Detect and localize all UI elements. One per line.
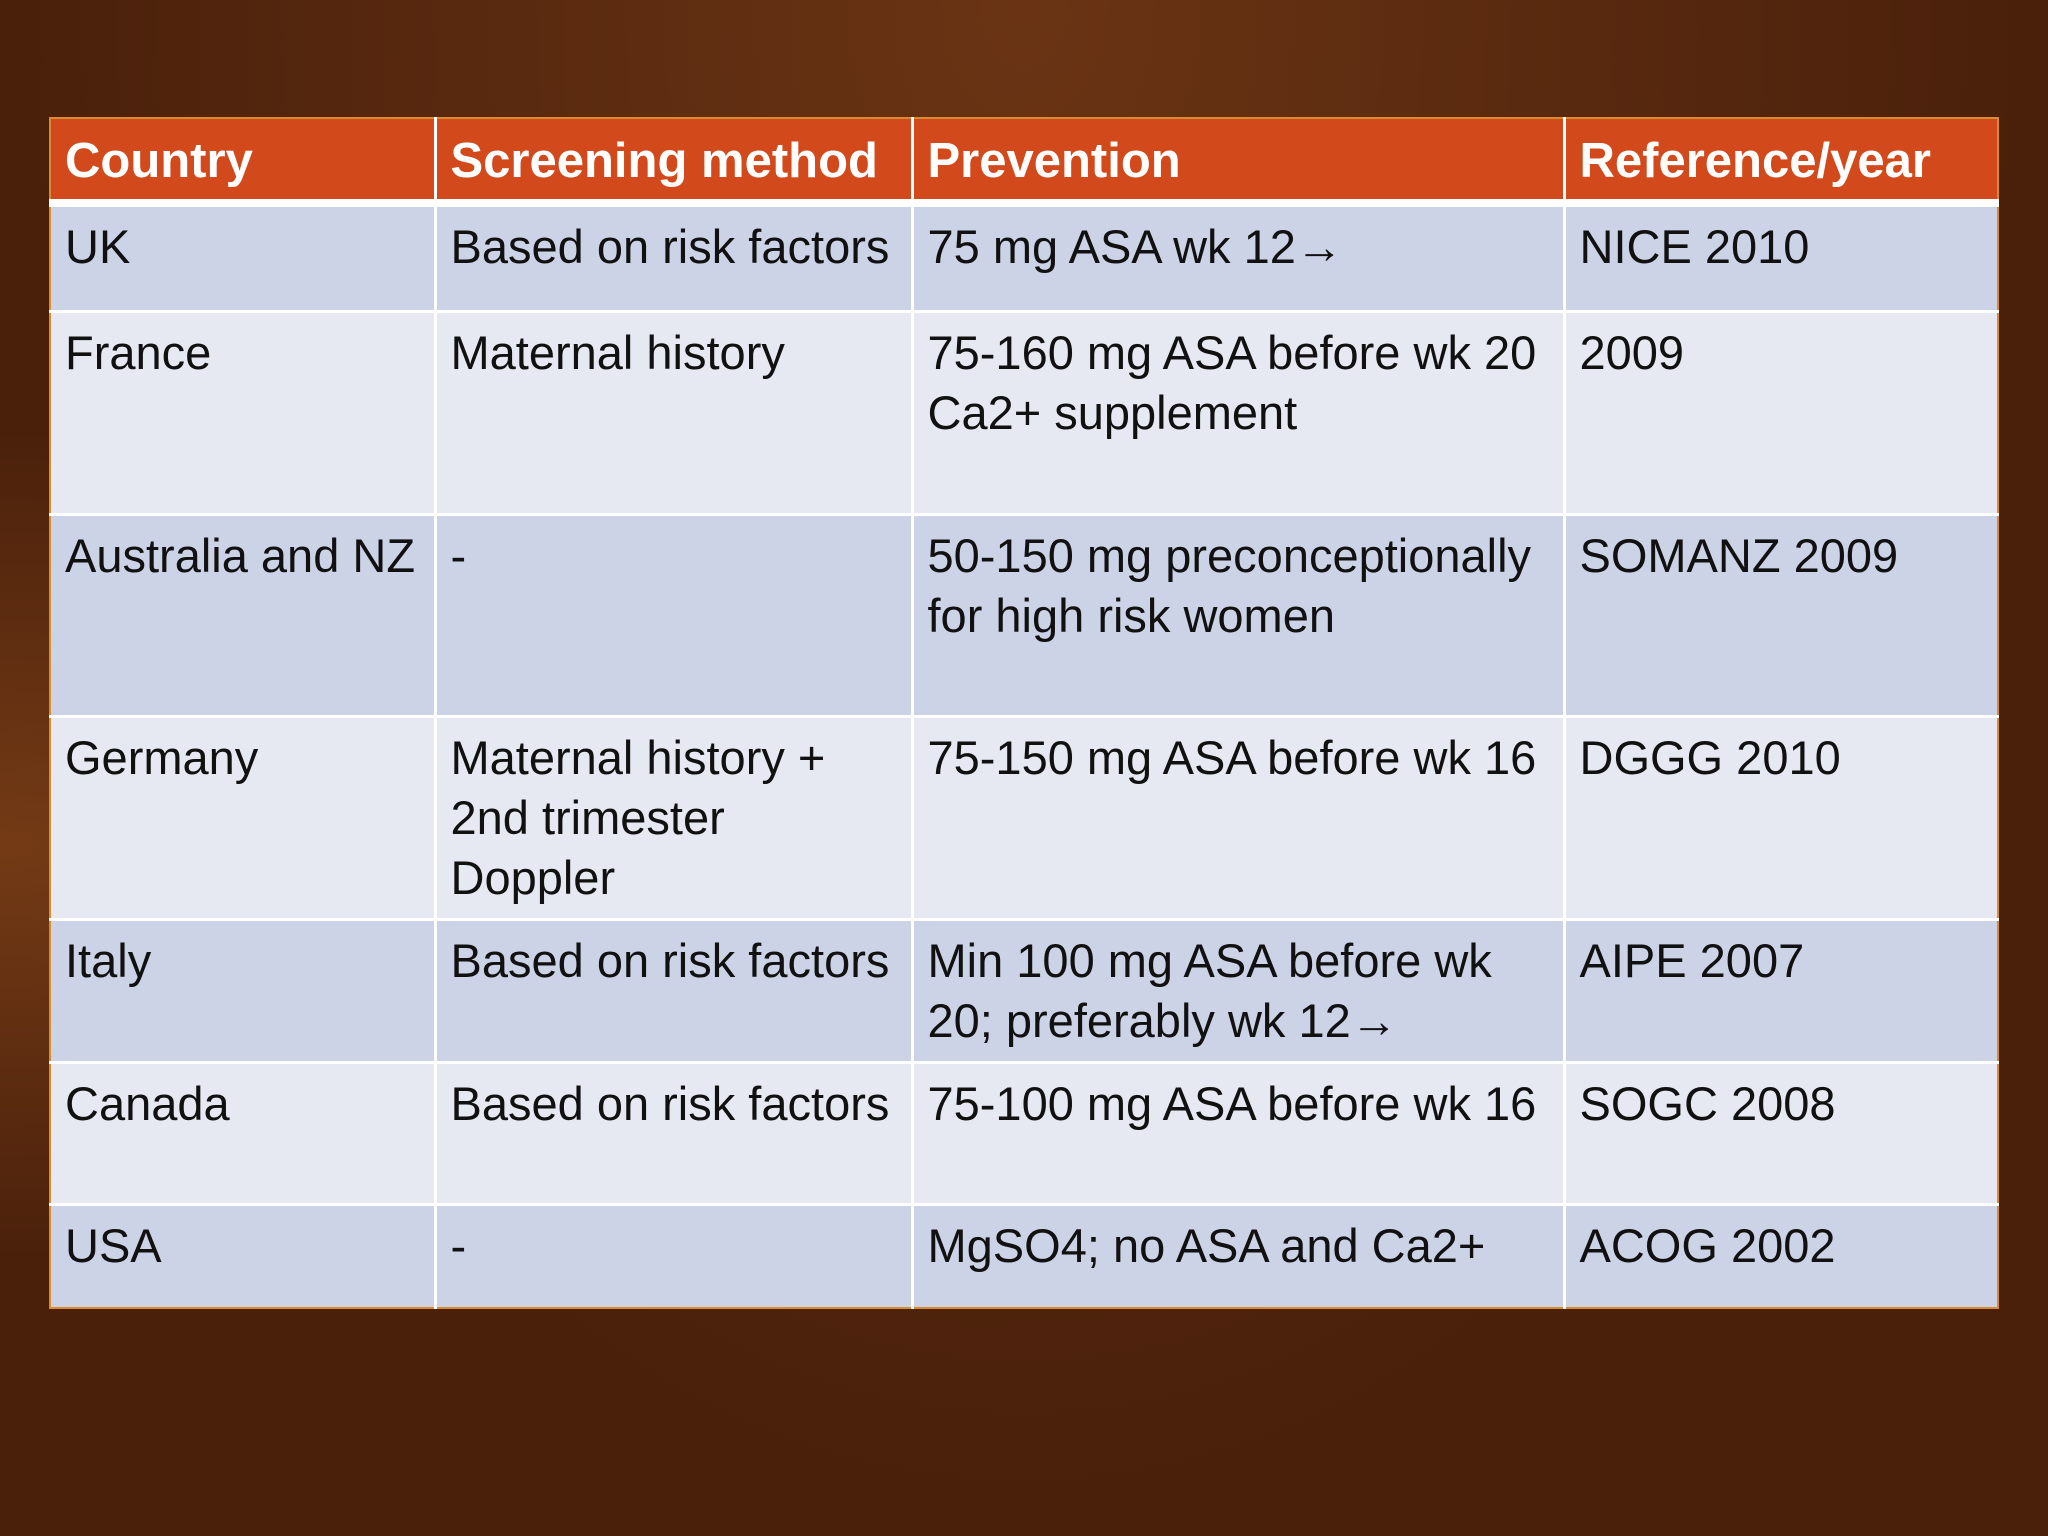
cell-prevention: MgSO4; no ASA and Ca2+ — [912, 1204, 1566, 1308]
table-row: France Maternal history 75-160 mg ASA be… — [50, 311, 1998, 516]
cell-prevention: 50-150 mg preconceptionally for high ris… — [912, 514, 1566, 718]
header-country: Country — [50, 118, 437, 207]
cell-reference-year: DGGG 2010 — [1564, 716, 1998, 921]
header-screening-method: Screening method — [435, 118, 914, 207]
table-row: UK Based on risk factors 75 mg ASA wk 12… — [50, 203, 1998, 313]
table-row: Germany Maternal history + 2nd trimester… — [50, 716, 1998, 921]
table-row: Australia and NZ - 50-150 mg preconcepti… — [50, 514, 1998, 718]
cell-country: Australia and NZ — [50, 514, 437, 718]
cell-screening-method: Based on risk factors — [435, 203, 914, 313]
guidelines-table: Country Screening method Prevention Refe… — [49, 117, 1999, 1309]
header-reference-year: Reference/year — [1564, 118, 1998, 207]
cell-screening-method: Maternal history + 2nd trimester Doppler — [435, 716, 914, 921]
cell-prevention: 75-100 mg ASA before wk 16 — [912, 1062, 1566, 1206]
cell-screening-method: Maternal history — [435, 311, 914, 516]
cell-country: UK — [50, 203, 437, 313]
table-row: USA - MgSO4; no ASA and Ca2+ ACOG 2002 — [50, 1204, 1998, 1308]
header-prevention: Prevention — [912, 118, 1566, 207]
cell-reference-year: 2009 — [1564, 311, 1998, 516]
cell-prevention: 75-160 mg ASA before wk 20 Ca2+ suppleme… — [912, 311, 1566, 516]
cell-prevention: 75-150 mg ASA before wk 16 — [912, 716, 1566, 921]
cell-reference-year: ACOG 2002 — [1564, 1204, 1998, 1308]
cell-prevention: 75 mg ASA wk 12→ — [912, 203, 1566, 313]
cell-reference-year: SOGC 2008 — [1564, 1062, 1998, 1206]
cell-screening-method: - — [435, 514, 914, 718]
cell-country: Canada — [50, 1062, 437, 1206]
cell-prevention: Min 100 mg ASA before wk 20; preferably … — [912, 919, 1566, 1064]
cell-reference-year: SOMANZ 2009 — [1564, 514, 1998, 718]
cell-country: France — [50, 311, 437, 516]
cell-country: Italy — [50, 919, 437, 1064]
cell-screening-method: Based on risk factors — [435, 1062, 914, 1206]
cell-reference-year: NICE 2010 — [1564, 203, 1998, 313]
table-row: Canada Based on risk factors 75-100 mg A… — [50, 1062, 1998, 1206]
cell-country: Germany — [50, 716, 437, 921]
cell-country: USA — [50, 1204, 437, 1308]
table-row: Italy Based on risk factors Min 100 mg A… — [50, 919, 1998, 1064]
cell-screening-method: - — [435, 1204, 914, 1308]
cell-reference-year: AIPE 2007 — [1564, 919, 1998, 1064]
table-header-row: Country Screening method Prevention Refe… — [50, 118, 1998, 207]
cell-screening-method: Based on risk factors — [435, 919, 914, 1064]
